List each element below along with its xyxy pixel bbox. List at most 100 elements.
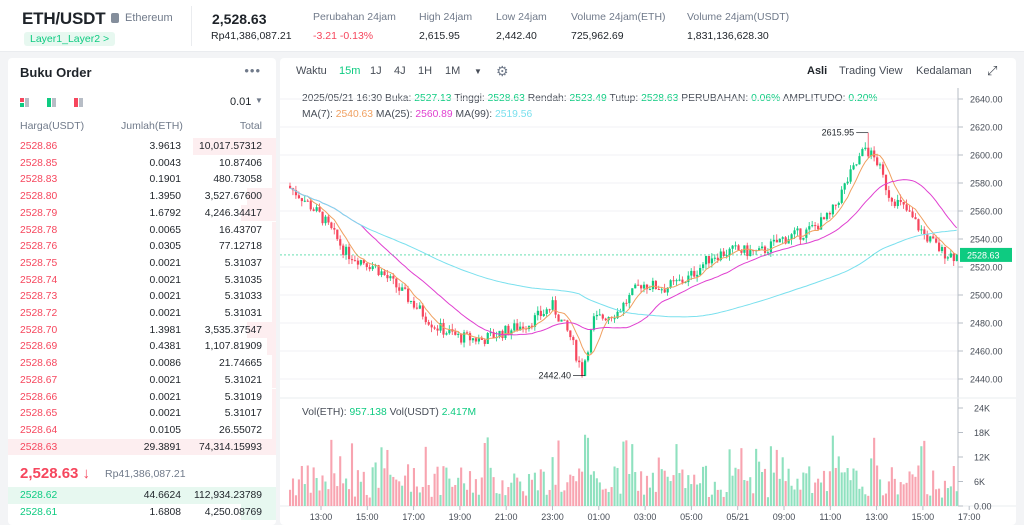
candle-body [887,190,891,198]
view-tradingview[interactable]: Trading View [839,65,903,77]
ask-row[interactable]: 2528.83 0.1901 480.73058 [8,171,276,189]
volume-bar [601,489,604,506]
volume-bar [468,471,472,506]
ask-row[interactable]: 2528.85 0.0043 10.87406 [8,154,276,172]
row-amount: 0.0305 [149,241,182,253]
candle-body [870,150,873,157]
row-price: 2528.61 [20,506,58,518]
ask-row[interactable]: 2528.70 1.3981 3,535.37547 [8,321,276,339]
row-amount: 0.0021 [149,391,182,403]
ask-row[interactable]: 2528.86 3.9613 10,017.57312 [8,138,276,155]
ask-row[interactable]: 2528.78 0.0065 16.43707 [8,221,276,239]
bids-view-icon[interactable] [47,98,56,107]
candle-body [802,237,805,240]
ask-row[interactable]: 2528.79 1.6792 4,246.34417 [8,204,276,222]
depth-bar [271,254,276,272]
ask-row[interactable]: 2528.63 29.3891 74,314.15993 [8,438,276,456]
candlestick-chart[interactable]: 2640.00 2620.00 2600.00 2580.00 2560.00 2540.… [280,58,1016,525]
volume-bar [507,487,510,506]
precision-select[interactable]: 0.01 [230,96,252,108]
volume-bar [418,492,421,506]
col-header-price: Harga(USDT) [20,120,85,132]
ask-row[interactable]: 2528.80 1.3950 3,527.67600 [8,188,276,205]
bid-row[interactable]: 2528.62 44.6624 112,934.23789 [8,487,276,504]
candle-body [784,237,787,244]
ask-row[interactable]: 2528.76 0.0305 77.12718 [8,238,276,255]
depth-bar [271,305,276,322]
row-amount: 0.0021 [149,374,182,386]
interval-4h[interactable]: 4J [394,65,406,77]
candle-body [418,305,421,309]
candle-body [321,211,324,224]
interval-1w[interactable]: 1M [445,65,461,77]
volume-bar [793,489,796,506]
interval-1d[interactable]: 1H [418,65,433,77]
fullscreen-icon[interactable]: ⤢ [987,63,998,78]
ask-row[interactable]: 2528.72 0.0021 5.31031 [8,305,276,322]
category-tag[interactable]: Layer1_Layer2 > [24,32,116,46]
ask-row[interactable]: 2528.68 0.0086 21.74665 [8,355,276,372]
row-total: 16.43707 [219,224,262,236]
candle-body [702,264,705,268]
candle-body [666,287,669,293]
ask-row[interactable]: 2528.73 0.0021 5.31033 [8,288,276,305]
ask-row[interactable]: 2528.66 0.0021 5.31019 [8,388,276,406]
volume-bar [758,461,761,506]
both-sides-view-icon[interactable] [20,98,29,107]
more-options-icon[interactable]: ••• [244,63,261,78]
volume-bar [498,493,501,506]
view-original[interactable]: Asli [807,65,828,77]
row-amount: 0.0043 [149,157,182,169]
ask-row[interactable]: 2528.67 0.0021 5.31021 [8,371,276,389]
ma7-line [289,153,957,357]
candle-body [492,332,495,338]
ask-row[interactable]: 2528.64 0.0105 26.55072 [8,421,276,439]
coin-name[interactable]: Ethereum [125,12,173,24]
interval-1h[interactable]: 1J [370,65,382,77]
interval-15m[interactable]: 15m [339,65,361,77]
volume-bar [622,441,625,506]
ask-row[interactable]: 2528.74 0.0021 5.31035 [8,271,276,289]
view-depth[interactable]: Kedalaman [916,65,972,77]
settings-gear-icon[interactable]: ⚙ [496,63,509,79]
volume-bar [483,443,486,506]
row-amount: 0.4381 [149,341,182,353]
divider [191,6,192,46]
volume-bar [846,468,849,506]
ma25-value: 2560.89 [415,109,453,120]
volume-bar [554,484,557,506]
candle-body [634,284,637,289]
asks-view-icon[interactable] [74,98,83,107]
ask-row[interactable]: 2528.69 0.4381 1,107.81909 [8,338,276,356]
chevron-down-icon[interactable]: ▼ [255,96,263,105]
candle-body [536,310,539,316]
pair-symbol[interactable]: ETH/USDT [22,9,106,28]
row-amount: 1.3950 [149,191,182,203]
interval-label[interactable]: Waktu [296,65,327,77]
row-total: 5.31021 [224,374,262,386]
volume-bar [345,478,348,506]
candle-body [879,164,882,166]
volume-bar [628,474,631,506]
volume-bar [940,497,944,506]
candle-body [471,338,475,341]
ask-row[interactable]: 2528.65 0.0021 5.31017 [8,405,276,422]
volume-bar [584,434,587,506]
candle-body [758,248,761,251]
row-price: 2528.86 [20,141,58,152]
ask-row[interactable]: 2528.75 0.0021 5.31037 [8,254,276,272]
more-intervals-chevron-icon[interactable]: ▼ [474,67,482,76]
volume-bar [589,474,592,506]
volume-bar [471,492,474,506]
row-total: 21.74665 [219,358,262,370]
volume-bar [707,496,710,506]
candle-body [584,360,587,377]
candle-body [846,181,849,184]
bid-row[interactable]: 2528.61 1.6808 4,250.08769 [8,503,276,521]
stat-label-high: High 24jam [419,11,473,23]
candle-body [436,328,439,331]
candle-body [557,314,560,322]
volume-bar [480,477,483,506]
volume-bar [519,481,522,506]
volume-bar [755,448,758,506]
